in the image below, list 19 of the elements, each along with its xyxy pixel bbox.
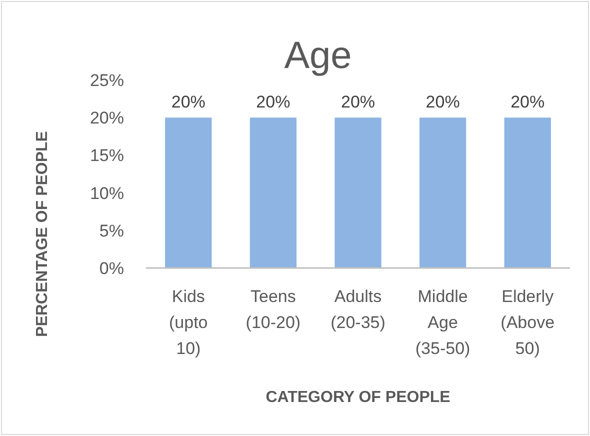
x-tick-label: Elderly (Above 50) [500, 287, 555, 358]
chart-title: Age [284, 35, 352, 77]
x-tick-label: Adults (20-35) [330, 287, 386, 332]
x-tick-label: Kids (upto 10) [169, 287, 208, 358]
x-axis-title: CATEGORY OF PEOPLE [266, 389, 451, 406]
x-tick-label: Teens (10-20) [246, 287, 301, 332]
data-label: 20% [340, 92, 376, 112]
data-label: 20% [510, 92, 545, 112]
y-axis-title: PERCENTAGE OF PEOPLE [34, 130, 51, 337]
x-tick-label: Middle Age (35-50) [415, 287, 470, 358]
data-label: 20% [426, 92, 460, 112]
y-tick-label: 20% [90, 108, 124, 128]
y-tick-label: 25% [90, 70, 124, 90]
y-tick-label: 5% [99, 221, 124, 240]
data-label: 20% [171, 92, 206, 112]
data-label: 20% [256, 92, 290, 112]
y-tick-label: 0% [99, 258, 124, 278]
y-tick-label: 10% [90, 184, 124, 203]
y-tick-label: 15% [90, 146, 124, 166]
